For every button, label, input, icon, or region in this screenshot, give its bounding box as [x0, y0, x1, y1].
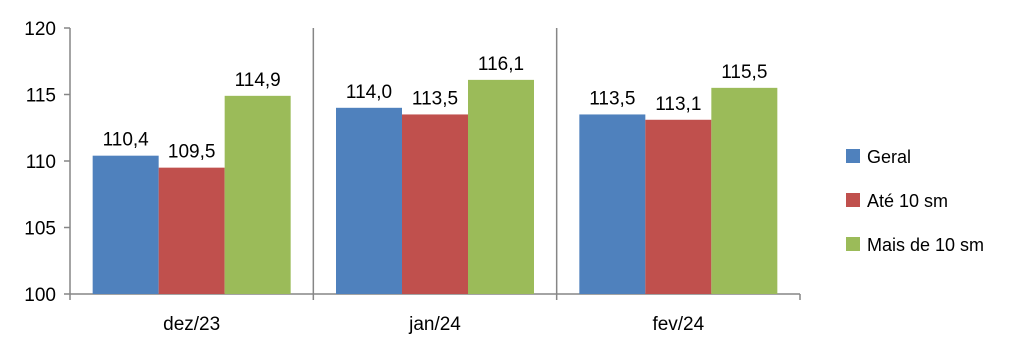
data-label: 110,4	[103, 130, 150, 151]
bar	[468, 79, 534, 295]
chart-data-labels: 110,4 109,5 114,9 114,0 113,5 116,1 113,5 113,1…	[103, 54, 768, 163]
y-tick-label: 115	[26, 86, 56, 107]
data-label: 113,1	[655, 94, 701, 115]
y-tick-label: 110	[26, 152, 56, 173]
bar	[645, 119, 712, 295]
x-tick-label: fev/24	[652, 314, 704, 335]
data-label: 115,5	[721, 62, 767, 83]
data-label: 109,5	[168, 142, 216, 163]
data-label: 113,5	[412, 88, 458, 109]
x-tick-label: jan/24	[408, 314, 461, 335]
chart-legend: Geral Até 10 sm Mais de 10 sm	[846, 147, 984, 255]
legend-label: Mais de 10 sm	[867, 235, 984, 255]
data-label: 113,5	[589, 88, 635, 109]
legend-swatch	[846, 149, 860, 163]
bar	[336, 107, 402, 294]
chart-bars	[92, 79, 778, 295]
bar	[711, 87, 778, 294]
legend-swatch	[846, 237, 860, 251]
bar	[92, 155, 159, 294]
legend-label: Até 10 sm	[867, 191, 948, 211]
y-tick-label: 120	[24, 19, 56, 40]
legend-label: Geral	[867, 147, 911, 167]
bar	[579, 114, 646, 294]
data-label: 114,0	[346, 82, 392, 103]
legend-swatch	[846, 193, 860, 207]
x-tick-label: dez/23	[163, 314, 220, 335]
data-label: 114,9	[235, 70, 281, 91]
y-tick-label: 100	[24, 285, 56, 306]
bar	[402, 114, 468, 294]
bar	[158, 167, 225, 294]
bar	[224, 95, 291, 294]
y-tick-label: 105	[24, 219, 56, 240]
data-label: 116,1	[478, 54, 524, 75]
